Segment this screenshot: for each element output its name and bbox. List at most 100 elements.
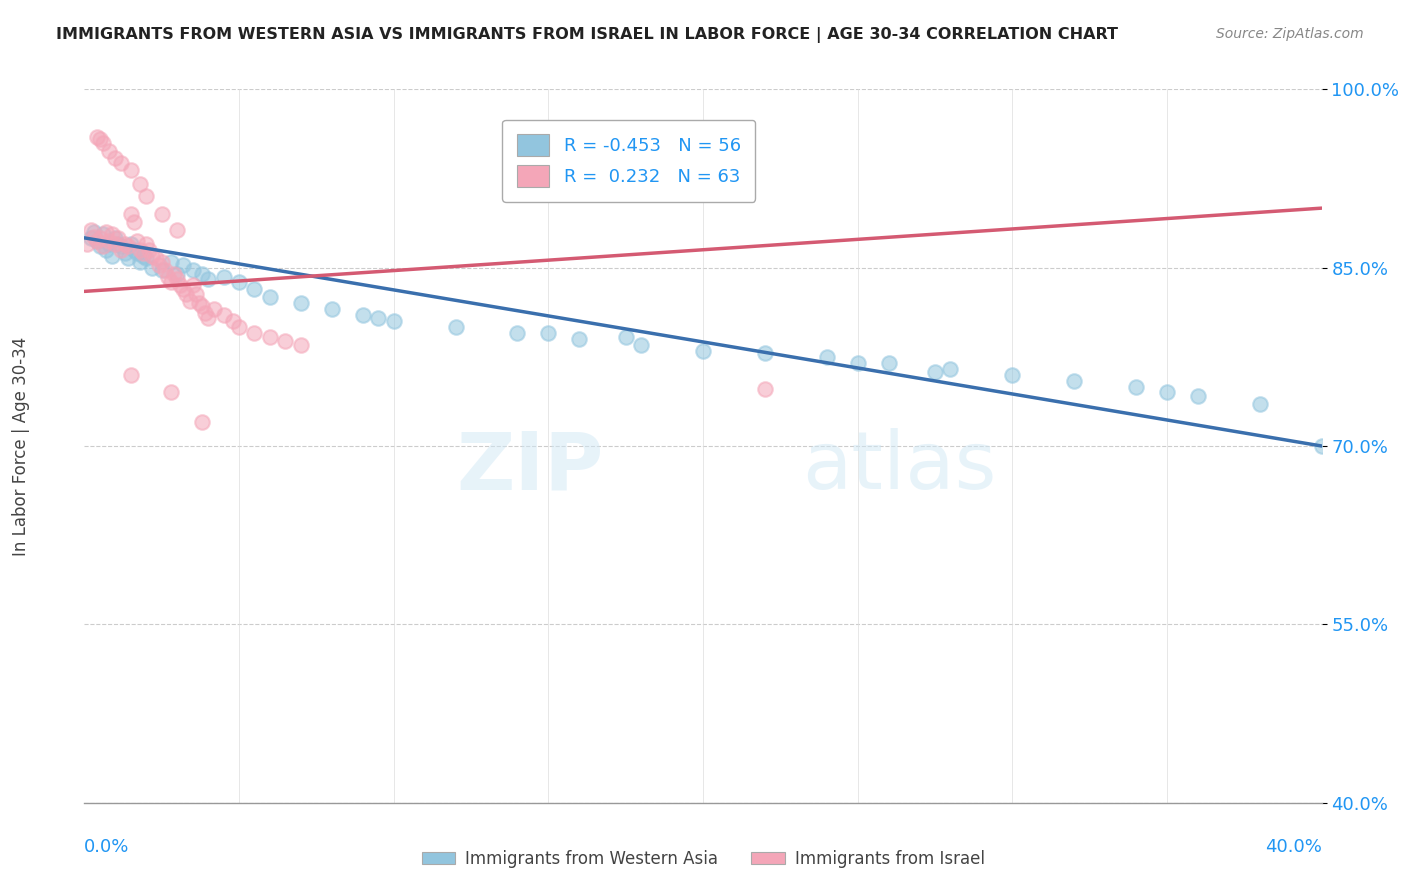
Legend: R = -0.453   N = 56, R =  0.232   N = 63: R = -0.453 N = 56, R = 0.232 N = 63 [502,120,755,202]
Point [568,332,591,346]
Point [179,293,201,308]
Point [1156,385,1178,400]
Point [79,231,101,245]
Text: atlas: atlas [801,428,997,507]
Point [117,239,139,253]
Point [259,290,281,304]
Text: Source: ZipAtlas.com: Source: ZipAtlas.com [1216,27,1364,41]
Point [202,302,225,317]
Point [104,231,127,245]
Point [94,225,117,239]
Text: 40.0%: 40.0% [1265,838,1322,856]
Point [135,251,157,265]
Point [86,235,108,249]
Point [166,267,188,281]
Point [243,282,266,296]
Point [1063,374,1085,388]
Point [877,356,900,370]
Point [135,236,157,251]
Point [117,251,139,265]
Point [156,270,179,285]
Point [290,338,312,352]
Point [290,296,312,310]
Point [243,326,266,340]
Point [274,334,297,349]
Point [150,263,173,277]
Point [444,320,467,334]
Point [91,136,114,150]
Point [91,227,114,242]
Point [172,282,194,296]
Text: IMMIGRANTS FROM WESTERN ASIA VS IMMIGRANTS FROM ISRAEL IN LABOR FORCE | AGE 30-3: IMMIGRANTS FROM WESTERN ASIA VS IMMIGRAN… [56,27,1118,43]
Point [754,382,776,396]
Point [104,151,127,165]
Point [692,343,714,358]
Point [1001,368,1024,382]
Point [537,326,560,340]
Point [1125,379,1147,393]
Point [259,329,281,343]
Point [160,385,183,400]
Point [104,236,127,251]
Point [110,156,132,170]
Point [110,243,132,257]
Point [163,267,186,281]
Point [321,302,343,317]
Point [222,314,245,328]
Point [129,254,152,268]
Point [107,231,129,245]
Point [120,236,142,251]
Point [228,320,250,334]
Point [815,350,838,364]
Text: In Labor Force | Age 30-34: In Labor Force | Age 30-34 [13,336,30,556]
Point [150,254,173,268]
Point [754,346,776,360]
Point [846,356,869,370]
Point [181,278,204,293]
Point [1187,389,1209,403]
Point [98,236,121,251]
Point [181,263,204,277]
Point [89,132,111,146]
Point [191,415,214,429]
Point [382,314,405,328]
Point [107,236,129,251]
Point [148,258,170,272]
Text: 0.0%: 0.0% [84,838,129,856]
Point [506,326,529,340]
Point [1249,397,1271,411]
Point [352,308,374,322]
Point [135,189,157,203]
Point [141,260,163,275]
Point [191,267,214,281]
Point [145,251,167,265]
Point [630,338,652,352]
Point [110,239,132,253]
Point [160,254,183,268]
Point [125,246,148,260]
Point [122,243,145,257]
Point [101,227,124,242]
Point [120,368,142,382]
Point [1310,439,1333,453]
Point [129,243,152,257]
Point [172,258,194,272]
Point [132,246,155,260]
Point [89,239,111,253]
Point [83,229,105,244]
Point [114,236,136,251]
Point [150,207,173,221]
Point [120,207,142,221]
Point [76,236,98,251]
Point [184,286,207,301]
Point [939,361,962,376]
Point [129,178,152,192]
Point [153,263,176,277]
Point [91,239,114,253]
Point [197,310,219,325]
Point [101,249,124,263]
Point [94,243,117,257]
Point [141,249,163,263]
Point [197,272,219,286]
Point [79,222,101,236]
